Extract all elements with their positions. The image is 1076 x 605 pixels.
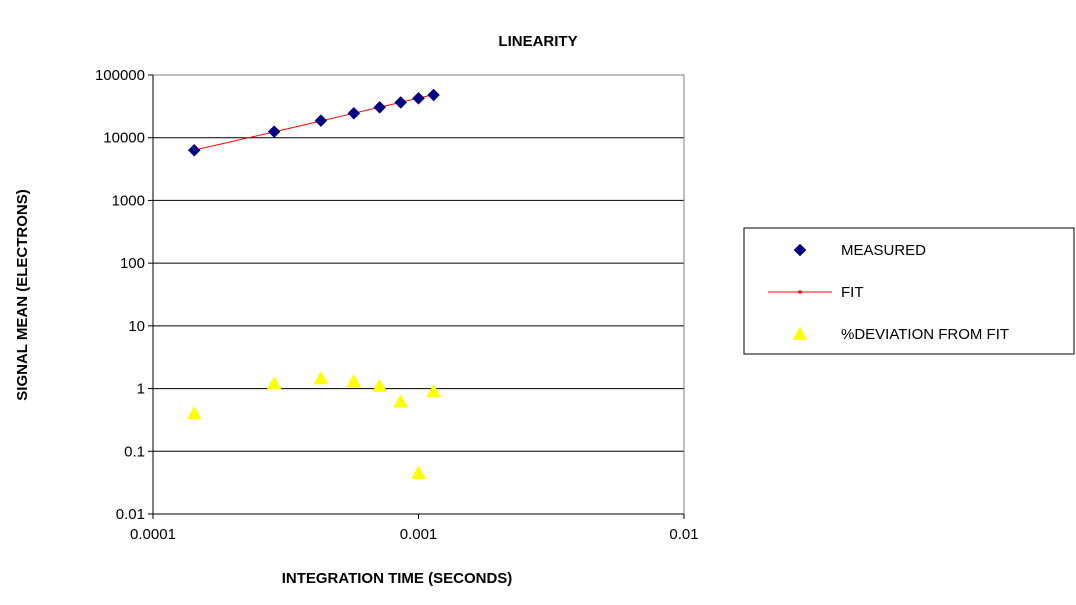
triangle-point [186, 406, 202, 420]
series-measured [187, 88, 440, 157]
y-tick-label: 0.01 [116, 506, 145, 523]
legend-marker [792, 326, 808, 340]
diamond-point [373, 100, 387, 114]
legend-label: %DEVIATION FROM FIT [841, 326, 1009, 343]
triangle-point [266, 376, 282, 390]
y-tick-label: 0.1 [124, 443, 145, 460]
axis-ticks: 0.01 0.1 1 10 100 1000 10000 100000 0.0001 0.001 0… [95, 67, 699, 543]
triangle-point [313, 370, 329, 385]
x-tick-label: 0.001 [400, 526, 438, 543]
legend-label: FIT [841, 284, 864, 301]
diamond-point [187, 143, 201, 157]
y-tick-label: 1 [137, 381, 145, 398]
triangle-point [393, 394, 409, 408]
y-tick-label: 100000 [95, 67, 145, 84]
triangle-point [411, 465, 426, 479]
diamond-point [347, 106, 361, 120]
y-tick-label: 1000 [112, 192, 145, 209]
y-tick-label: 10000 [103, 130, 145, 147]
x-tick-label: 0.01 [669, 526, 698, 543]
data-series [186, 88, 442, 479]
legend-marker [793, 243, 807, 257]
triangle-point [346, 373, 362, 388]
y-axis-label: SIGNAL MEAN (ELECTRONS) [14, 189, 31, 400]
diamond-point [394, 96, 408, 109]
legend-marker [798, 290, 802, 294]
x-axis-label: INTEGRATION TIME (SECONDS) [282, 570, 513, 587]
diamond-point [427, 88, 440, 102]
legend-label: MEASURED [841, 242, 926, 259]
chart-title: LINEARITY [498, 33, 577, 50]
triangle-point [426, 383, 442, 398]
series-deviation-from-fit [186, 370, 442, 479]
y-tick-label: 10 [128, 318, 145, 335]
diamond-point [267, 125, 281, 138]
diamond-point [314, 114, 328, 128]
x-tick-label: 0.0001 [130, 526, 176, 543]
triangle-point [372, 378, 388, 392]
y-tick-label: 100 [120, 255, 145, 272]
diamond-point [412, 91, 425, 105]
legend: MEASURED FIT %DEVIATION FROM FIT [743, 227, 1075, 355]
legend-items: MEASURED FIT %DEVIATION FROM FIT [768, 242, 1009, 343]
